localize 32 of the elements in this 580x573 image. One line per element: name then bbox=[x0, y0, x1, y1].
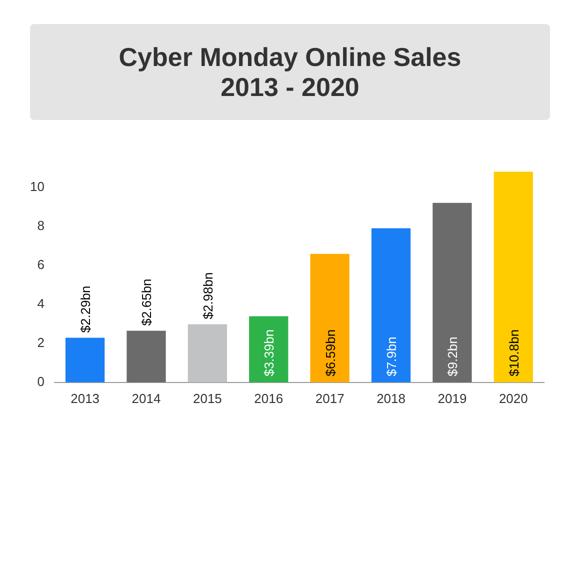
data-label: $6.59bn bbox=[322, 329, 338, 376]
x-tick-label: 2018 bbox=[376, 390, 406, 406]
x-tick-label: 2020 bbox=[498, 390, 528, 406]
bar bbox=[371, 228, 411, 382]
y-tick-label: 6 bbox=[37, 256, 44, 272]
bar bbox=[188, 324, 228, 382]
x-tick-label: 2015 bbox=[192, 390, 222, 406]
bar bbox=[249, 316, 288, 382]
bar bbox=[65, 338, 105, 382]
data-label: $7.9bn bbox=[384, 336, 400, 376]
bar bbox=[494, 172, 533, 382]
data-label: $2.98bn bbox=[200, 272, 216, 320]
data-label: $2.29bn bbox=[78, 286, 94, 333]
y-tick-label: 0 bbox=[37, 374, 44, 389]
x-tick-label: 2016 bbox=[254, 390, 284, 406]
x-tick-label: 2019 bbox=[438, 390, 467, 406]
y-tick-label: 2 bbox=[37, 334, 44, 350]
data-label: $9.2bn bbox=[445, 336, 460, 376]
data-label: $2.65bn bbox=[139, 278, 154, 326]
bar bbox=[432, 202, 472, 382]
x-tick-label: 2013 bbox=[70, 390, 100, 406]
chart-subtitle: 2013 - 2020 bbox=[220, 72, 360, 102]
data-label: $10.8bn bbox=[506, 329, 522, 376]
y-tick-label: 4 bbox=[37, 296, 44, 311]
y-tick-label: 8 bbox=[37, 218, 44, 233]
x-tick-label: 2014 bbox=[132, 390, 161, 406]
chart-title: Cyber Monday Online Sales bbox=[118, 42, 462, 72]
bar bbox=[126, 330, 166, 382]
bar bbox=[310, 254, 350, 382]
x-tick-label: 2017 bbox=[315, 390, 344, 406]
y-tick-label: 10 bbox=[30, 178, 44, 194]
data-label: $3.39bn bbox=[262, 329, 277, 376]
